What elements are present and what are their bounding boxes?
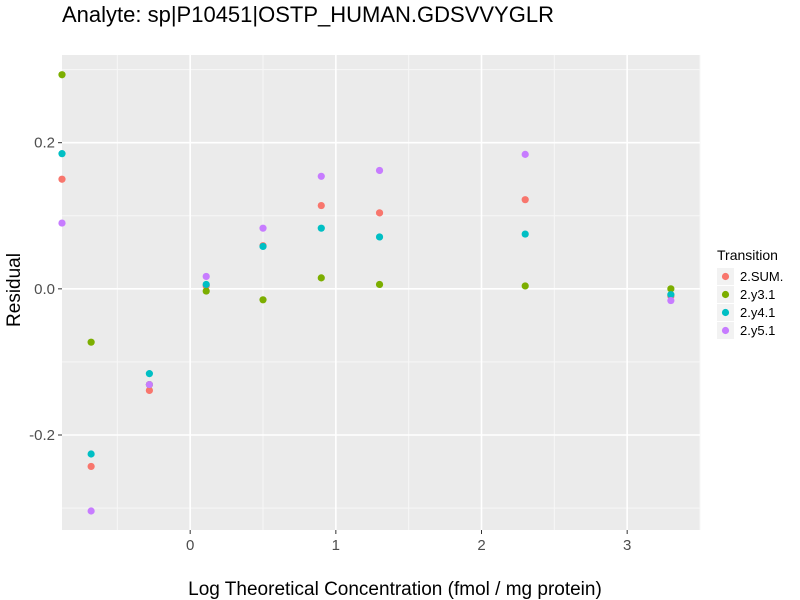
legend-title: Transition	[717, 247, 778, 263]
y-tick-label: -0.2	[29, 427, 55, 444]
data-point-0-0	[58, 175, 66, 183]
x-axis: 0 1 2 3	[186, 530, 631, 554]
data-point-2-2	[145, 370, 153, 378]
y-axis: -0.2 0.0 0.2	[29, 135, 62, 444]
data-point-1-5	[317, 274, 325, 282]
major-gridlines	[62, 55, 700, 530]
data-point-1-8	[667, 285, 675, 293]
legend-key-2	[721, 308, 730, 317]
x-tick-label: 1	[332, 537, 340, 554]
data-point-1-1	[87, 338, 95, 346]
data-point-2-7	[521, 230, 529, 238]
legend-key-1	[721, 290, 730, 299]
plot-panel	[62, 55, 700, 530]
y-tick-label: 0.2	[34, 135, 55, 152]
data-point-3-8	[667, 296, 675, 305]
legend-key-3	[721, 326, 730, 335]
data-point-2-3	[202, 280, 210, 289]
data-point-3-6	[375, 166, 384, 175]
data-point-2-6	[375, 233, 384, 241]
data-point-1-4	[259, 296, 267, 304]
x-tick-label: 3	[623, 537, 631, 554]
x-axis-title: Log Theoretical Concentration (fmol / mg…	[188, 579, 602, 600]
data-point-2-1	[87, 450, 95, 458]
chart-title: Analyte: sp|P10451|OSTP_HUMAN.GDSVVYGLR	[62, 2, 554, 27]
x-tick-label: 2	[477, 537, 485, 554]
data-point-0-5	[317, 201, 325, 210]
data-point-1-0	[58, 71, 66, 79]
data-point-2-5	[317, 224, 325, 232]
legend: Transition 2.SUM. 2.y3.1 2.y4.1 2.y5.1	[717, 247, 783, 339]
y-tick-label: 0.0	[34, 281, 55, 298]
data-point-2-0	[58, 150, 66, 158]
data-point-1-7	[521, 282, 529, 290]
data-point-0-2	[145, 386, 153, 395]
data-points	[58, 71, 675, 515]
data-point-1-6	[375, 280, 384, 289]
legend-label-2: 2.y4.1	[740, 305, 775, 320]
data-point-3-7	[521, 150, 529, 158]
legend-label-1: 2.y3.1	[740, 287, 775, 302]
legend-label-0: 2.SUM.	[740, 269, 783, 284]
data-point-3-4	[259, 224, 267, 232]
data-point-3-5	[317, 172, 325, 180]
data-point-3-2	[145, 380, 153, 389]
data-point-0-6	[375, 209, 384, 217]
data-point-1-3	[202, 287, 210, 295]
y-axis-title: Residual	[4, 253, 25, 327]
data-point-0-7	[521, 196, 529, 204]
legend-key-0	[721, 272, 730, 281]
legend-label-3: 2.y5.1	[740, 323, 775, 338]
data-point-2-8	[667, 291, 675, 299]
minor-gridlines	[62, 55, 701, 530]
data-point-3-3	[202, 272, 210, 281]
data-point-0-1	[87, 462, 95, 471]
data-point-2-4	[259, 242, 267, 251]
x-tick-label: 0	[186, 537, 194, 554]
data-point-3-0	[58, 219, 66, 227]
data-point-3-1	[87, 507, 95, 515]
